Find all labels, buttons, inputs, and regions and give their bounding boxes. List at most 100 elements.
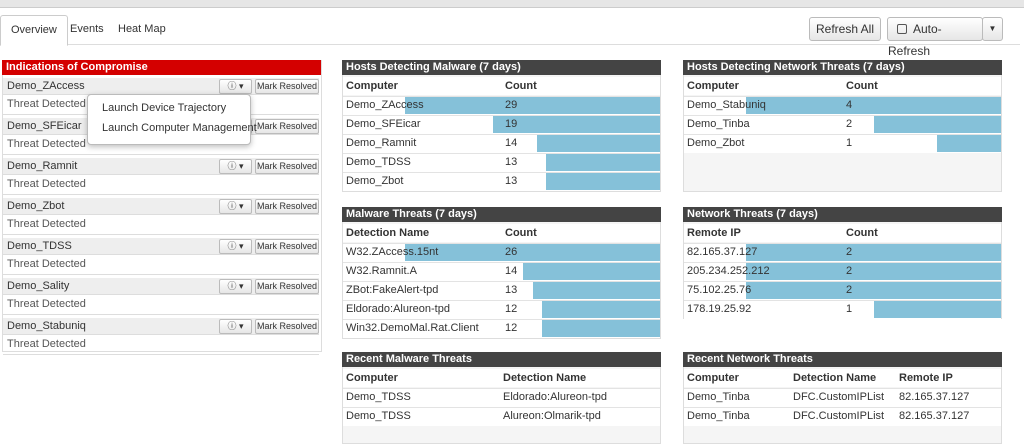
column-header: Count — [505, 80, 537, 92]
cell[interactable]: Demo_Tinba — [687, 391, 750, 403]
refresh-button[interactable]: Refresh All — [809, 17, 881, 41]
panel-title: Network Threats (7 days) — [683, 207, 1002, 222]
cell[interactable]: Demo_Zbot — [346, 175, 404, 187]
count-bar — [492, 116, 660, 133]
info-button[interactable]: ⓘ ▾ — [219, 239, 252, 254]
table-row — [343, 407, 660, 426]
cell: 2 — [846, 118, 853, 130]
cell: DFC.CustomIPList — [793, 410, 885, 422]
cell[interactable]: 178.19.25.92 — [687, 303, 752, 315]
header-row — [684, 369, 1001, 387]
mark-resolved-button[interactable]: Mark Resolved — [255, 159, 319, 174]
mark-resolved-button[interactable]: Mark Resolved — [255, 239, 319, 254]
cell: 13 — [505, 284, 518, 296]
host-name[interactable]: Demo_TDSS — [7, 240, 72, 252]
info-button[interactable]: ⓘ ▾ — [219, 159, 252, 174]
count-bar — [532, 282, 660, 299]
panel-title: Malware Threats (7 days) — [342, 207, 661, 222]
cell[interactable]: Demo_Zbot — [687, 137, 745, 149]
info-button[interactable]: ⓘ ▾ — [219, 279, 252, 294]
menu-item[interactable]: Launch Device Trajectory — [102, 102, 227, 114]
table-row — [684, 407, 1001, 426]
column-header: Remote IP — [899, 372, 953, 384]
cell: 2 — [846, 284, 853, 296]
cell: 19 — [505, 118, 518, 130]
count-bar — [522, 263, 660, 280]
top-bar — [0, 0, 1024, 8]
count-bar — [873, 301, 1001, 318]
cell: 13 — [505, 156, 518, 168]
cell[interactable]: Demo_Tinba — [687, 410, 750, 422]
cell[interactable]: Demo_Ramnit — [346, 137, 417, 149]
cell[interactable]: W32.ZAccess.15nt — [346, 246, 439, 258]
column-header: Detection Name — [346, 227, 430, 239]
cell[interactable]: Win32.DemoMal.Rat.Client — [346, 322, 479, 334]
cell[interactable]: Demo_TDSS — [346, 410, 411, 422]
tab[interactable]: Overview — [0, 15, 68, 46]
mark-resolved-button[interactable]: Mark Resolved — [255, 319, 319, 334]
count-bar — [545, 173, 660, 190]
host-name[interactable]: Demo_SFEicar — [7, 120, 82, 132]
header-row — [684, 224, 1001, 242]
cell[interactable]: Demo_ZAccess — [346, 99, 424, 111]
info-button[interactable]: ⓘ ▾ — [219, 319, 252, 334]
cell: 12 — [505, 303, 518, 315]
dropdown-button[interactable]: ▼ — [982, 17, 1003, 41]
count-bar — [873, 116, 1001, 133]
cell[interactable]: ZBot:FakeAlert-tpd — [346, 284, 439, 296]
host-name[interactable]: Demo_Zbot — [7, 200, 65, 212]
mark-resolved-button[interactable]: Mark Resolved — [255, 79, 319, 94]
cell[interactable]: Demo_SFEicar — [346, 118, 421, 130]
tab[interactable]: Events — [70, 23, 104, 35]
panel-title: Hosts Detecting Malware (7 days) — [342, 60, 661, 75]
count-bar — [746, 263, 1001, 280]
auto-refresh-button[interactable]: Auto-Refresh — [887, 17, 983, 58]
info-button[interactable]: ⓘ ▾ — [219, 199, 252, 214]
column-header: Computer — [346, 80, 398, 92]
cell: Alureon:Olmarik-tpd — [503, 410, 601, 422]
count-bar — [536, 135, 660, 152]
cell: 14 — [505, 265, 518, 277]
panel-title: Recent Network Threats — [683, 352, 1002, 367]
column-header: Count — [846, 80, 878, 92]
row-line — [3, 274, 319, 275]
tab[interactable]: Heat Map — [118, 23, 166, 35]
cell[interactable]: Demo_Tinba — [687, 118, 750, 130]
cell[interactable]: W32.Ramnit.A — [346, 265, 417, 277]
context-menu — [87, 94, 251, 145]
host-name[interactable]: Demo_Ramnit — [7, 160, 78, 172]
status: Threat Detected — [7, 98, 86, 110]
cell: 12 — [505, 322, 518, 334]
cell[interactable]: Demo_TDSS — [346, 156, 411, 168]
status: Threat Detected — [7, 258, 86, 270]
panel-title: Hosts Detecting Network Threats (7 days) — [683, 60, 1002, 75]
mark-resolved-button[interactable]: Mark Resolved — [255, 199, 319, 214]
mark-resolved-button[interactable]: Mark Resolved — [255, 119, 319, 134]
column-header: Detection Name — [503, 372, 587, 384]
count-bar — [937, 135, 1001, 152]
cell[interactable]: Eldorado:Alureon-tpd — [346, 303, 450, 315]
host-name[interactable]: Demo_Sality — [7, 280, 70, 292]
mark-resolved-button[interactable]: Mark Resolved — [255, 279, 319, 294]
status: Threat Detected — [7, 218, 86, 230]
cell: 1 — [846, 303, 853, 315]
cell[interactable]: Demo_Stabuniq — [687, 99, 766, 111]
status: Threat Detected — [7, 298, 86, 310]
count-bar — [746, 282, 1001, 299]
cell: 2 — [846, 265, 853, 277]
cell[interactable]: 75.102.25.76 — [687, 284, 752, 296]
table-row — [684, 134, 1001, 153]
checkbox[interactable] — [897, 24, 907, 34]
column-header: Remote IP — [687, 227, 741, 239]
cell[interactable]: 205.234.252.212 — [687, 265, 770, 277]
menu-item[interactable]: Launch Computer Management — [102, 122, 257, 134]
cell[interactable]: 82.165.37.127 — [687, 246, 758, 258]
host-name[interactable]: Demo_ZAccess — [7, 80, 85, 92]
host-name[interactable]: Demo_Stabuniq — [7, 320, 86, 332]
column-header: Count — [505, 227, 537, 239]
count-bar — [746, 244, 1001, 261]
info-button[interactable]: ⓘ ▾ — [219, 79, 252, 94]
cell: Eldorado:Alureon-tpd — [503, 391, 607, 403]
header-row — [343, 224, 660, 242]
cell[interactable]: Demo_TDSS — [346, 391, 411, 403]
